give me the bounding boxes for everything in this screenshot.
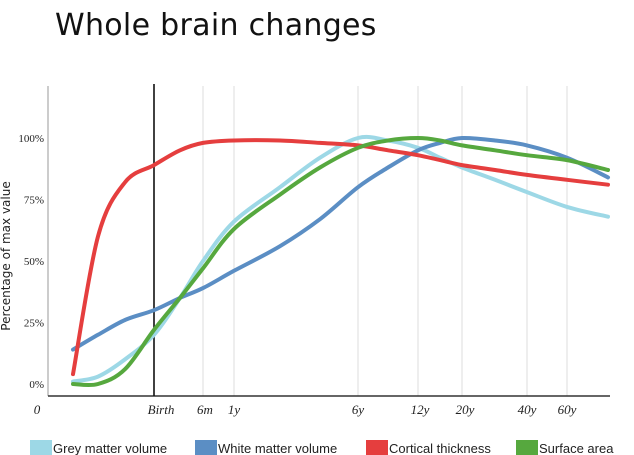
y-axis-label: Percentage of max value: [0, 181, 13, 330]
x-tick-label: 6m: [197, 402, 213, 417]
legend: Grey matter volume White matter volume Cor…: [30, 440, 614, 455]
legend-label: Grey matter volume: [53, 441, 167, 455]
series-lines: [71, 134, 610, 388]
legend-item: Cortical thickness: [366, 440, 491, 455]
legend-label: Surface area: [539, 441, 614, 455]
y-axis-label-text: Percentage of max value: [0, 181, 13, 330]
x-tick-label: 1y: [228, 402, 241, 417]
legend-item: Grey matter volume: [30, 440, 167, 455]
axes: [47, 84, 610, 397]
x-tick-label: 60y: [558, 402, 577, 417]
chart-title: Whole brain changes: [55, 8, 377, 43]
y-tick-label: 25%: [24, 318, 44, 330]
legend-item: White matter volume: [195, 440, 337, 455]
x-tick-label: 12y: [411, 402, 430, 417]
legend-label: White matter volume: [218, 441, 337, 455]
y-tick-label: 100%: [18, 133, 44, 145]
legend-swatch: [516, 440, 538, 455]
y-tick-label: 75%: [24, 195, 44, 207]
x-tick-label: 6y: [352, 402, 365, 417]
legend-label: Cortical thickness: [389, 441, 491, 455]
grid-lines: [202, 86, 568, 396]
series-line-cortical-thickness: [71, 138, 610, 377]
series-line-white-matter-volume: [71, 135, 610, 352]
y-tick-label: 50%: [24, 256, 44, 268]
y-tick-label: 0%: [29, 379, 44, 391]
x-tick-label: Birth: [148, 402, 175, 417]
x-tick-labels: 0 Birth 6m 1y 6y 12y 20y 40y 60y: [34, 402, 577, 417]
legend-swatch: [195, 440, 217, 455]
y-tick-labels: 0% 25% 50% 75% 100%: [18, 133, 44, 391]
x-tick-label: 0: [34, 402, 41, 417]
legend-item: Surface area: [516, 440, 614, 455]
legend-swatch: [366, 440, 388, 455]
series-line-surface-area: [71, 136, 610, 388]
x-tick-label: 40y: [518, 402, 537, 417]
x-tick-label: 20y: [456, 402, 475, 417]
legend-swatch: [30, 440, 52, 455]
